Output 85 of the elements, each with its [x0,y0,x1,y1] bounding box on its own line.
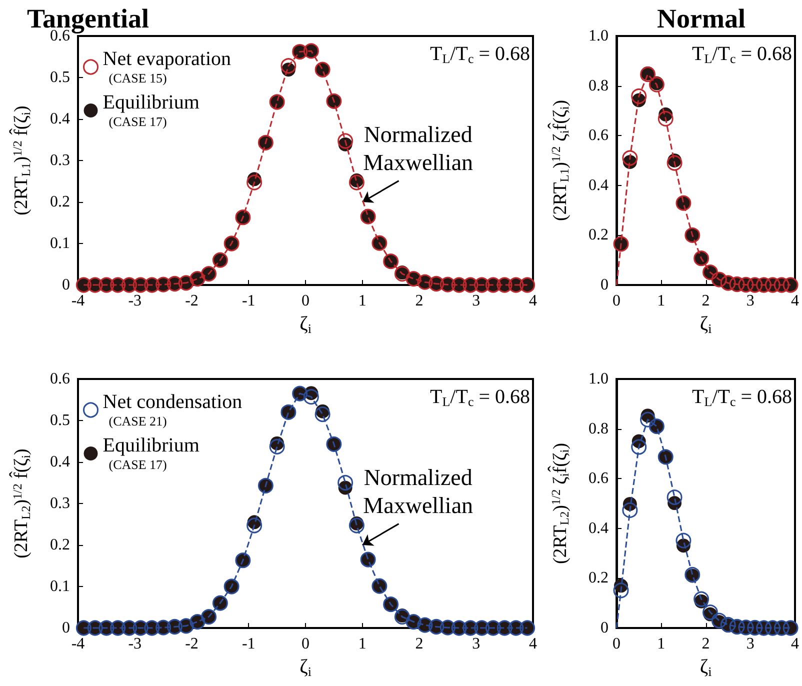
y-tick-label: 1.0 [588,370,609,388]
x-tick-label: 4 [791,292,799,310]
x-tick-label: -3 [128,636,142,652]
x-tick-label: -4 [71,636,85,652]
x-tick-label: 2 [415,636,424,652]
y-tick-label: 0.4 [588,176,609,194]
y-tick-label: 0.8 [588,420,609,438]
x-tick-label: 0 [612,636,621,652]
x-tick-label: 1 [657,636,666,652]
y-tick-label: 1.0 [588,28,609,44]
point [269,438,285,454]
annotation: Normalized Maxwellian [363,122,474,175]
x-tick-label: 4 [791,636,799,652]
y-tick-label: 0.2 [50,536,70,554]
x-tick-label: 3 [746,292,754,310]
x-tick-label: -2 [185,636,198,652]
legend-label: Net evaporation (CASE 15) [102,48,232,86]
x-tick-label: 1 [358,292,366,310]
y-axis-title: (2RTL1)1/2 f̂(ζi) [8,106,33,216]
y-tick-label: 0.2 [50,194,70,210]
legend-label: Equilibrium (CASE 17) [102,434,200,472]
x-tick-label: -4 [71,292,85,310]
x-tick-label: 1 [657,292,666,310]
legend-label: Net condensation (CASE 21) [102,391,242,428]
y-tick-label: 0 [600,620,609,636]
point [631,88,647,104]
point [694,591,710,607]
y-tick-label: 0.4 [50,454,70,470]
point [303,389,319,405]
x-tick-label: -1 [242,636,256,652]
point [348,518,364,534]
y-tick-label: 0.6 [588,127,609,144]
y-tick-label: 0.2 [588,570,609,587]
annotation: Normalized Maxwellian [363,464,474,518]
text: (2RTL1)1/2 ζif̂(ζi) [549,100,572,222]
point [338,475,354,490]
point [622,502,638,518]
y-tick-label: 0.3 [50,152,70,169]
y-tick-label: 0.6 [588,470,609,488]
y-tick-label: 0.3 [50,495,70,512]
y-axis-title: (2RTL2)1/2 f̂(ζi) [8,448,33,558]
x-tick-label: 0 [302,292,310,310]
y-tick-label: 0 [600,276,609,294]
point [613,582,629,598]
x-tick-label: 4 [529,292,537,310]
y-tick-label: 0.2 [588,226,609,244]
point [622,150,638,166]
point [348,174,364,190]
point [280,58,296,74]
x-tick-label: 3 [746,636,754,652]
x-tick-label: 4 [529,636,537,652]
x-tick-label: 2 [702,292,710,310]
x-tick-label: 2 [415,292,424,310]
x-tick-label: 1 [358,636,366,652]
x-tick-label: -1 [242,292,256,310]
chart-title: Normal [657,4,746,34]
y-tick-label: 0.4 [588,520,609,537]
x-tick-label: 2 [702,636,710,652]
point [666,490,682,506]
text: (2RTL2)1/2 ζif̂(ζi) [549,442,572,564]
y-tick-label: 0.5 [50,412,70,429]
y-tick-label: 0.8 [588,77,609,94]
y-tick-label: 0.5 [50,69,70,86]
x-tick-label: 3 [472,636,480,652]
point [338,133,354,149]
x-tick-label: 0 [612,292,621,310]
point [631,439,647,455]
x-tick-label: 0 [302,636,310,652]
y-tick-label: 0.6 [50,370,70,388]
y-tick-label: 0 [62,276,70,294]
x-tick-label: 3 [472,292,480,310]
x-tick-label: -2 [185,292,198,310]
point [314,406,330,422]
point [246,518,262,534]
point [658,110,674,126]
y-tick-label: 0 [62,620,70,636]
y-tick-label: 0.1 [50,235,70,252]
point [666,155,682,171]
legend-label: Equilibrium (CASE 17) [102,92,200,129]
x-tick-label: -3 [128,292,142,310]
y-tick-label: 0.1 [50,578,70,595]
point [640,412,656,428]
point [676,532,692,548]
y-tick-label: 0.4 [50,110,70,128]
point [246,174,262,190]
